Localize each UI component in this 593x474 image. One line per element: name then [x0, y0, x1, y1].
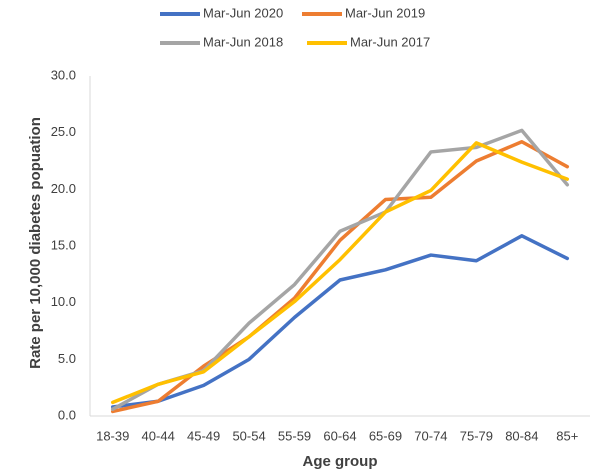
x-tick-label: 45-49	[187, 428, 220, 443]
legend-label: Mar-Jun 2017	[350, 34, 430, 49]
x-tick-label: 70-74	[414, 428, 447, 443]
x-axis-title: Age group	[303, 453, 378, 470]
x-tick-label: 60-64	[323, 428, 356, 443]
y-tick-label: 25.0	[51, 124, 76, 139]
x-tick-label: 18-39	[96, 428, 129, 443]
x-tick-label: 40-44	[142, 428, 175, 443]
y-tick-label: 15.0	[51, 237, 76, 252]
series-line	[110, 128, 570, 411]
x-tick-label: 65-69	[369, 428, 402, 443]
x-tick-label: 50-54	[232, 428, 265, 443]
x-tick-label: 75-79	[460, 428, 493, 443]
y-tick-label: 30.0	[51, 67, 76, 82]
y-tick-label: 0.0	[58, 407, 76, 422]
series-line	[110, 141, 570, 405]
y-tick-label: 5.0	[58, 351, 76, 366]
y-tick-label: 10.0	[51, 294, 76, 309]
y-axis-title: Rate per 10,000 diabetes popuation	[27, 117, 44, 369]
legend-label: Mar-Jun 2020	[203, 5, 283, 20]
series-line	[110, 234, 570, 409]
y-tick-label: 20.0	[51, 181, 76, 196]
x-tick-label: 55-59	[278, 428, 311, 443]
x-tick-label: 85+	[556, 428, 578, 443]
x-tick-label: 80-84	[505, 428, 538, 443]
series-line	[110, 139, 570, 414]
legend-label: Mar-Jun 2018	[203, 34, 283, 49]
legend-label: Mar-Jun 2019	[345, 5, 425, 20]
